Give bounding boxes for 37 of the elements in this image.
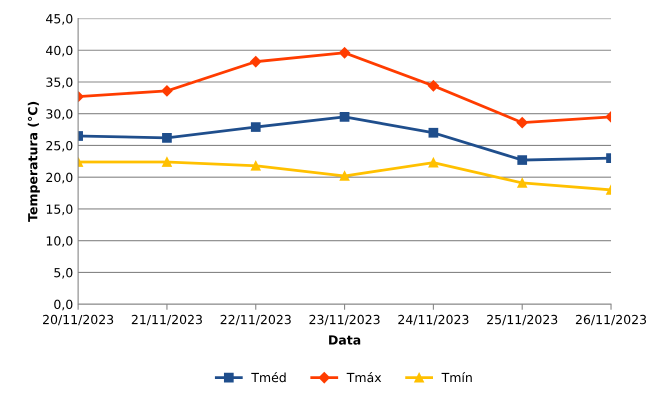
y-tick-label: 15,0 [46,204,72,216]
point [516,117,528,128]
y-axis-title: Temperatura (°C) [28,102,40,222]
y-tick-label: 35,0 [46,77,72,88]
x-tick-label: 25/11/2023 [487,314,558,326]
point [162,132,172,143]
x-tick-label: 22/11/2023 [220,314,291,326]
y-tick-label: 0,0 [54,300,72,310]
y-tick-label: 10,0 [46,236,72,247]
x-tick-label: 26/11/2023 [576,314,646,326]
y-tick-label: 20,0 [46,172,72,184]
legend-label: Tméd [251,372,286,382]
y-tick-label: 40,0 [46,46,72,56]
legend-label: Tmín [442,372,472,382]
point [250,56,262,68]
x-tick-label: 20/11/2023 [43,314,114,326]
x-axis-title: Data [329,335,360,345]
point [428,158,438,168]
point [161,85,173,96]
point [162,157,172,167]
x-tick-label: 23/11/2023 [309,314,380,326]
point [340,171,350,181]
point [340,112,350,122]
y-tick-label: 30,0 [46,109,72,120]
x-tick-label: 21/11/2023 [132,314,202,326]
y-tick-label: 25,0 [46,140,72,152]
point [250,160,261,171]
point [428,128,438,138]
legend-label: Tmáx [346,372,382,382]
y-tick-label: 5,0 [54,268,72,279]
point [250,122,261,132]
x-tick-label: 24/11/2023 [398,314,468,326]
point [428,80,439,92]
point [517,178,528,188]
point [517,155,528,165]
point [338,47,350,58]
y-tick-label: 45,0 [46,14,72,25]
